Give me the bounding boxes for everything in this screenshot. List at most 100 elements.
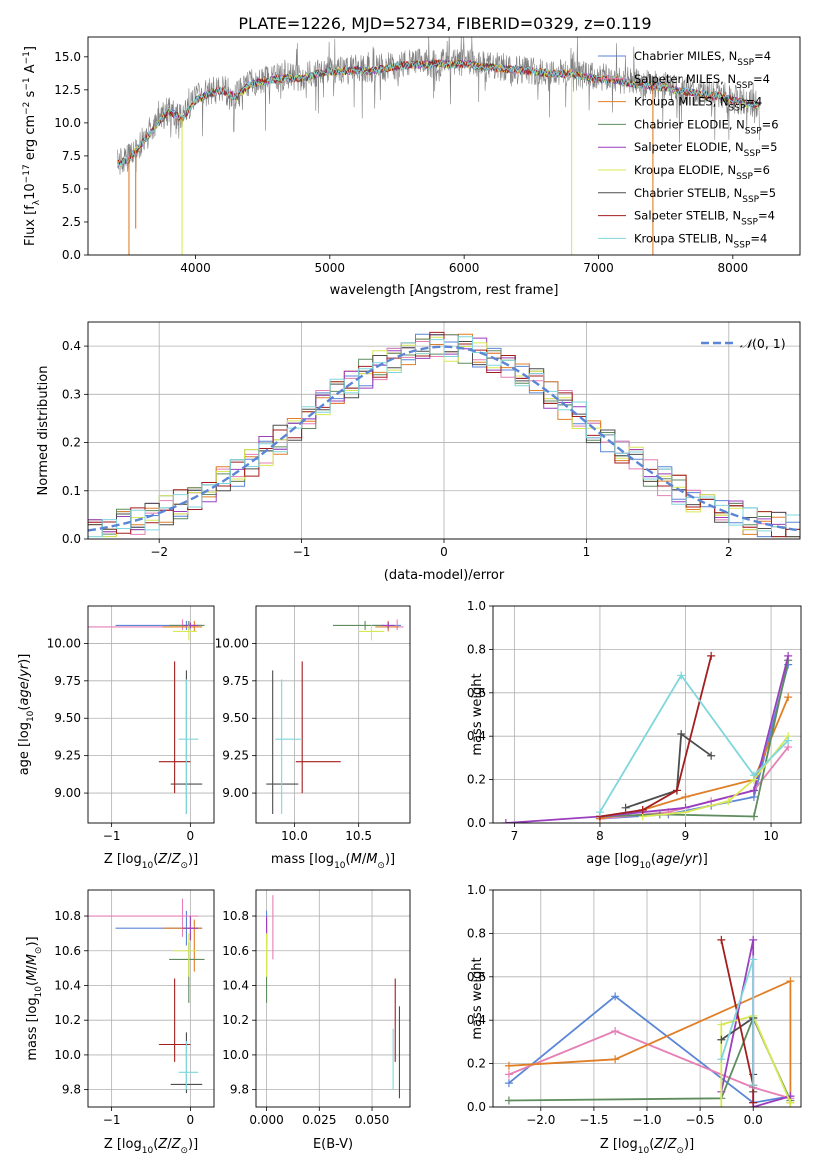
x-tick-label: −1 [103,829,121,843]
y-tick-label: 9.00 [54,786,81,800]
x-tick-label: 9 [682,829,690,843]
chart-mass-weight-vs-Z: −2.0 −1.5 −1.0 −0.5 0.0 0.0 0.2 0.4 0.6 0.8 1.0 Z [… [467,883,802,1156]
y-tick-label: 10.6 [222,944,249,958]
x-tick-label: 7000 [583,261,614,275]
histogram-step-kroupa-stelib [88,336,800,538]
x-axis-label: mass [log10(M/M⊙)] [271,852,395,871]
y-tick-label: 0.0 [62,532,81,546]
legend-entry: Chabrier STELIB, NSSP=5 [634,186,776,205]
x-axis-label: (data-model)/error [384,568,505,583]
series-line [599,673,789,813]
series-chabrier-stelib [621,730,716,812]
y-tick-label: 9.8 [62,1083,81,1097]
y-tick-label: 0.0 [467,1100,486,1114]
series-line [625,732,712,809]
data-point [784,651,793,660]
data-point [707,751,716,760]
x-tick-label: 0 [187,829,195,843]
x-tick-label: 7 [511,829,519,843]
y-tick-label: 10.6 [54,944,81,958]
data-point [749,1098,758,1107]
x-tick-label: 0.0 [744,1113,763,1127]
plot-area [117,37,760,255]
x-tick-label: 8000 [718,261,749,275]
axes-frame [87,321,801,540]
y-tick-label: 1.0 [467,883,486,897]
x-axis-label: Z [log10(Z/Z⊙)] [104,852,198,871]
y-tick-label: 9.75 [54,674,81,688]
legend-entry: Salpeter MILES, NSSP=4 [634,72,770,91]
errorbar-salpeter-stelib [158,661,191,794]
errorbar-salpeter-elodie [182,622,199,629]
x-tick-label: −1 [293,545,311,559]
y-axis-label: age [log10(age/yr)] [17,654,36,776]
x-tick-label: −2.0 [526,1113,555,1127]
y-axis-label: mass weight [470,673,485,755]
y-tick-label: 0.8 [467,642,486,656]
chart-spectrum: 4000 5000 6000 7000 8000 0.0 2.5 5.0 7.5 10.0 12.5… [22,36,801,298]
y-tick-label: 10.8 [54,909,81,923]
legend-entry: Chabrier ELODIE, NSSP=6 [634,117,779,136]
chart-age-vs-Z: −1 0 9.00 9.25 9.50 9.75 10.00 Z [log10(Z/Z⊙)] a… [17,605,215,871]
x-axis-label: Z [log10(Z/Z⊙)] [104,1137,198,1156]
y-tick-label: 9.50 [222,711,249,725]
x-axis-label: E(B-V) [313,1137,353,1152]
model-line-kroupa-stelib [117,59,760,168]
series-salpeter-stelib [595,651,716,821]
x-tick-label: 2 [725,545,733,559]
x-tick-label: 5000 [315,261,346,275]
y-tick-label: 9.25 [54,749,81,763]
data-point [749,935,758,944]
y-axis-label: mass weight [470,957,485,1039]
errorbar-kroupa-elodie [173,933,197,977]
series-line [508,979,792,1103]
x-tick-label: 0 [187,1113,195,1127]
axes-frame [87,36,801,256]
y-tick-label: 9.50 [54,711,81,725]
errorbar-kroupa-stelib [275,679,301,815]
data-point [504,1070,513,1079]
data-point [717,1103,726,1107]
y-tick-label: 10.2 [222,1013,249,1027]
axes-frame [255,889,411,1108]
data-point [681,808,690,817]
data-point [717,1055,726,1064]
plot-area [88,331,800,538]
x-tick-label: 10 [763,829,778,843]
y-tick-label: 0.8 [467,926,486,940]
data-point [611,1055,620,1064]
axes-frame [87,889,215,1108]
series-chabrier-elodie [595,656,793,821]
errorbar-kroupa-miles [375,620,399,632]
plot-area [88,898,205,1094]
panels: 4000 5000 6000 7000 80000.02.55.07.510.012.5… [17,36,802,1156]
data-point [611,1027,620,1036]
y-axis-label: Flux [fλ10−17 erg cm−2 s−1 A−1] [22,46,42,246]
errorbar-chabrier-stelib [266,670,299,815]
data-point [749,812,758,821]
data-point [504,1061,513,1070]
data-point [677,671,686,680]
plot-area [501,651,793,823]
legend-entry: Kroupa MILES, NSSP=4 [634,95,762,114]
legend: 𝒩(0, 1) [701,336,786,351]
errorbar-salpeter-miles [88,898,199,937]
y-tick-label: 2.5 [62,215,81,229]
chart-mass-vs-Z: −1 0 9.8 10.0 10.2 10.4 10.6 10.8 Z [log10(Z/Z⊙)… [25,889,215,1156]
x-tick-label: −0.5 [686,1113,715,1127]
y-tick-label: 0.4 [467,1013,486,1027]
series-line [599,655,713,818]
y-tick-label: 9.8 [230,1083,249,1097]
legend-entry: Salpeter STELIB, NSSP=4 [634,209,775,228]
y-tick-label: 10.4 [54,978,81,992]
y-tick-label: 10.0 [54,1048,81,1062]
y-tick-label: 0.2 [467,1057,486,1071]
legend-entry: Kroupa ELODIE, NSSP=6 [634,163,770,182]
data-point [724,797,733,806]
axes-frame [255,605,411,824]
series-line [720,1014,792,1107]
x-tick-label: −2 [150,545,168,559]
chart-residual-hist: −2 −1 0 1 2 0.0 0.1 0.2 0.3 0.4 (data-model)/error… [36,321,801,583]
data-point [611,992,620,1001]
chart-mass-weight-vs-age: 7 8 9 10 0.0 0.2 0.4 0.6 0.8 1.0 age [log10(age/yr… [467,599,802,871]
